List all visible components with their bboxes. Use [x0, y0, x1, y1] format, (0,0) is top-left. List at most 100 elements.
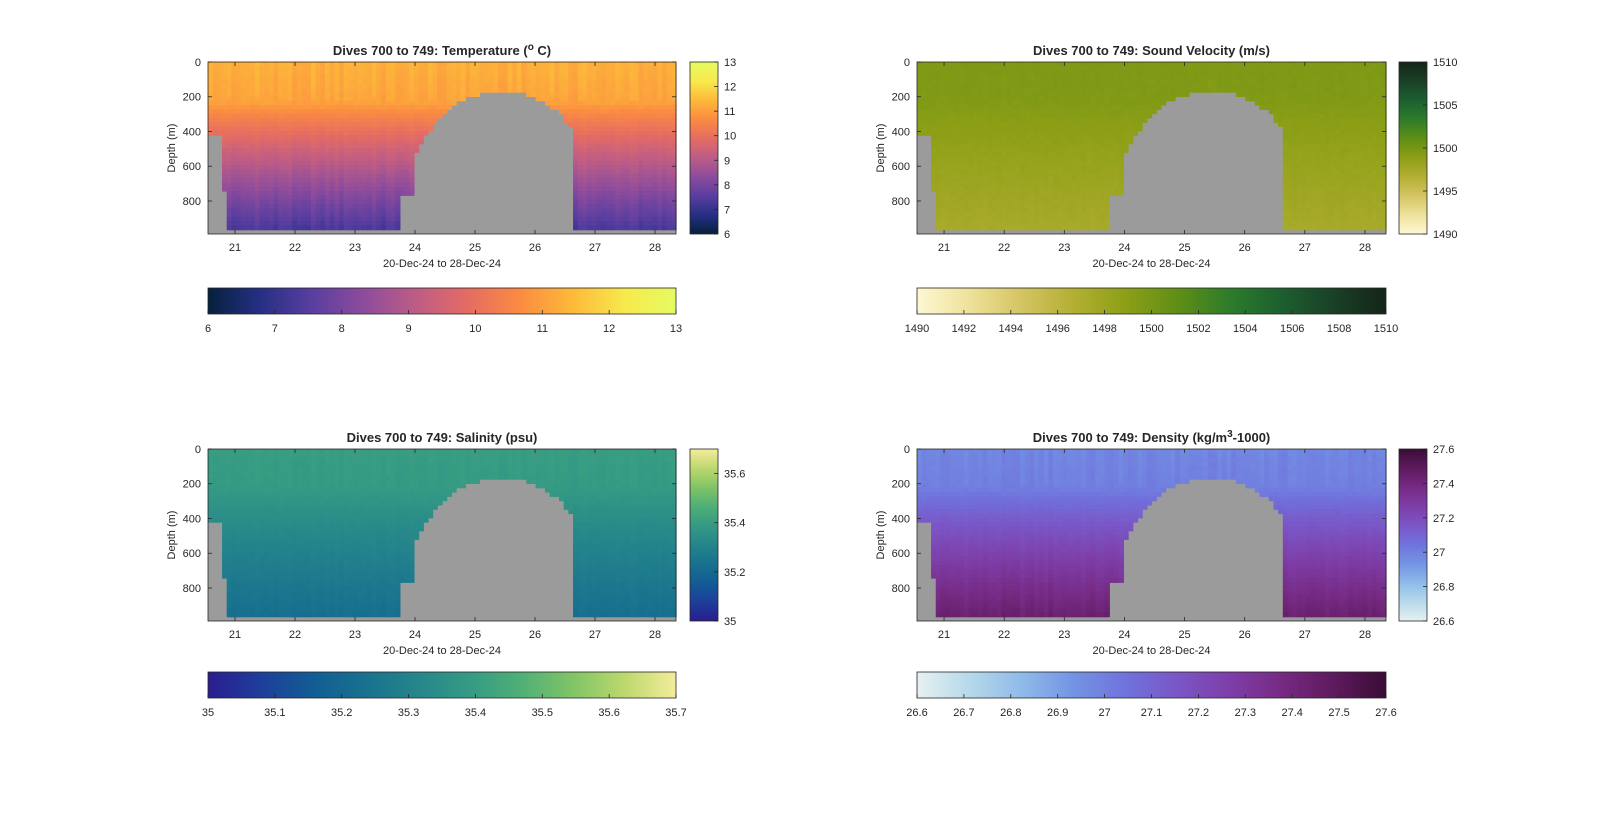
heatmap-cell [325, 130, 331, 136]
heatmap-cell [1015, 216, 1021, 222]
heatmap-cell [1165, 92, 1171, 97]
heatmap-cell [254, 83, 261, 89]
heatmap-cell [601, 130, 607, 136]
heatmap-cell [661, 79, 668, 85]
heatmap-cell [573, 130, 579, 136]
heatmap-cell [1048, 87, 1054, 93]
heatmap-cell [339, 117, 345, 123]
heatmap-cell [1287, 126, 1293, 132]
heatmap-cell [610, 225, 616, 231]
heatmap-cell [1034, 79, 1040, 85]
heatmap-cell [348, 182, 354, 188]
heatmap-cell [1010, 182, 1017, 188]
heatmap-cell [343, 83, 349, 89]
heatmap-cell [666, 203, 672, 209]
heatmap-cell [339, 74, 345, 80]
heatmap-cell [643, 87, 649, 93]
heatmap-cell [1038, 109, 1045, 115]
heatmap-cell [259, 182, 265, 188]
heatmap-cell [940, 169, 946, 175]
heatmap-cell [1170, 74, 1176, 80]
heatmap-cell [254, 113, 261, 119]
heatmap-cell [963, 143, 970, 149]
heatmap-cell [320, 66, 326, 72]
heatmap-cell [240, 130, 247, 136]
heatmap-cell [982, 216, 988, 222]
heatmap-cell [329, 79, 335, 85]
heatmap-cell [282, 92, 289, 97]
heatmap-cell [390, 139, 396, 145]
heatmap-cell [1268, 105, 1275, 110]
heatmap-cell [624, 178, 630, 183]
heatmap-cell [596, 225, 602, 231]
heatmap-cell [390, 143, 396, 149]
heatmap-cell [1099, 126, 1106, 132]
heatmap-cell [671, 79, 677, 85]
heatmap-cell [643, 109, 649, 115]
heatmap-cell [987, 105, 993, 110]
heatmap-cell [1081, 173, 1087, 179]
heatmap-cell [633, 199, 640, 205]
heatmap-cell [530, 83, 537, 89]
heatmap-cell [666, 70, 672, 76]
heatmap-cell [310, 203, 317, 209]
heatmap-cell [1245, 96, 1251, 102]
heatmap-cell [1090, 212, 1096, 218]
heatmap-cell [544, 83, 551, 89]
heatmap-cell [1099, 83, 1106, 89]
heatmap-cell [334, 148, 340, 153]
heatmap-cell [949, 130, 956, 136]
heatmap-cell [250, 100, 256, 106]
heatmap-cell [1057, 92, 1063, 97]
heatmap-cell [268, 203, 275, 209]
heatmap-cell [287, 83, 293, 89]
heatmap-cell [310, 216, 317, 222]
heatmap-cell [1048, 178, 1054, 183]
heatmap-cell [371, 74, 378, 80]
heatmap-cell [601, 105, 607, 110]
heatmap-cell [254, 100, 261, 106]
heatmap-cell [1015, 130, 1021, 136]
heatmap-cell [334, 216, 340, 222]
heatmap-cell [982, 74, 988, 80]
heatmap-cell [1001, 165, 1007, 171]
heatmap-cell [666, 83, 672, 89]
x-tick-label: 27 [589, 242, 601, 254]
heatmap-cell [1010, 100, 1017, 106]
heatmap-cell [1179, 83, 1185, 89]
heatmap-cell [264, 208, 270, 214]
heatmap-cell [381, 182, 387, 188]
heatmap-cell [325, 105, 331, 110]
heatmap-cell [921, 105, 927, 110]
heatmap-cell [643, 212, 649, 218]
heatmap-cell [521, 79, 527, 85]
heatmap-cell [1048, 135, 1054, 140]
heatmap-cell [1104, 87, 1110, 93]
heatmap-cell [1292, 199, 1298, 205]
heatmap-cell [1282, 143, 1289, 149]
heatmap-cell [512, 66, 518, 72]
heatmap-cell [301, 92, 307, 97]
heatmap-cell [315, 186, 321, 192]
heatmap-cell [1034, 105, 1040, 110]
heatmap-cell [334, 139, 340, 145]
heatmap-cell [268, 130, 275, 136]
heatmap-cell [212, 113, 218, 119]
heatmap-cell [240, 152, 247, 158]
heatmap-cell [973, 165, 979, 171]
heatmap-cell [282, 199, 289, 205]
heatmap-cell [222, 113, 228, 119]
heatmap-cell [1053, 208, 1059, 214]
heatmap-cell [334, 79, 340, 85]
heatmap-cell [226, 105, 232, 110]
heatmap-cell [1113, 109, 1120, 115]
heatmap-cell [1038, 203, 1045, 209]
heatmap-cell [343, 66, 349, 72]
heatmap-cell [1170, 92, 1176, 97]
heatmap-cell [1090, 203, 1096, 209]
heatmap-cell [395, 87, 401, 93]
heatmap-cell [921, 122, 927, 128]
heatmap-cell [544, 100, 551, 106]
heatmap-cell [278, 152, 284, 158]
heatmap-cell [273, 212, 279, 218]
